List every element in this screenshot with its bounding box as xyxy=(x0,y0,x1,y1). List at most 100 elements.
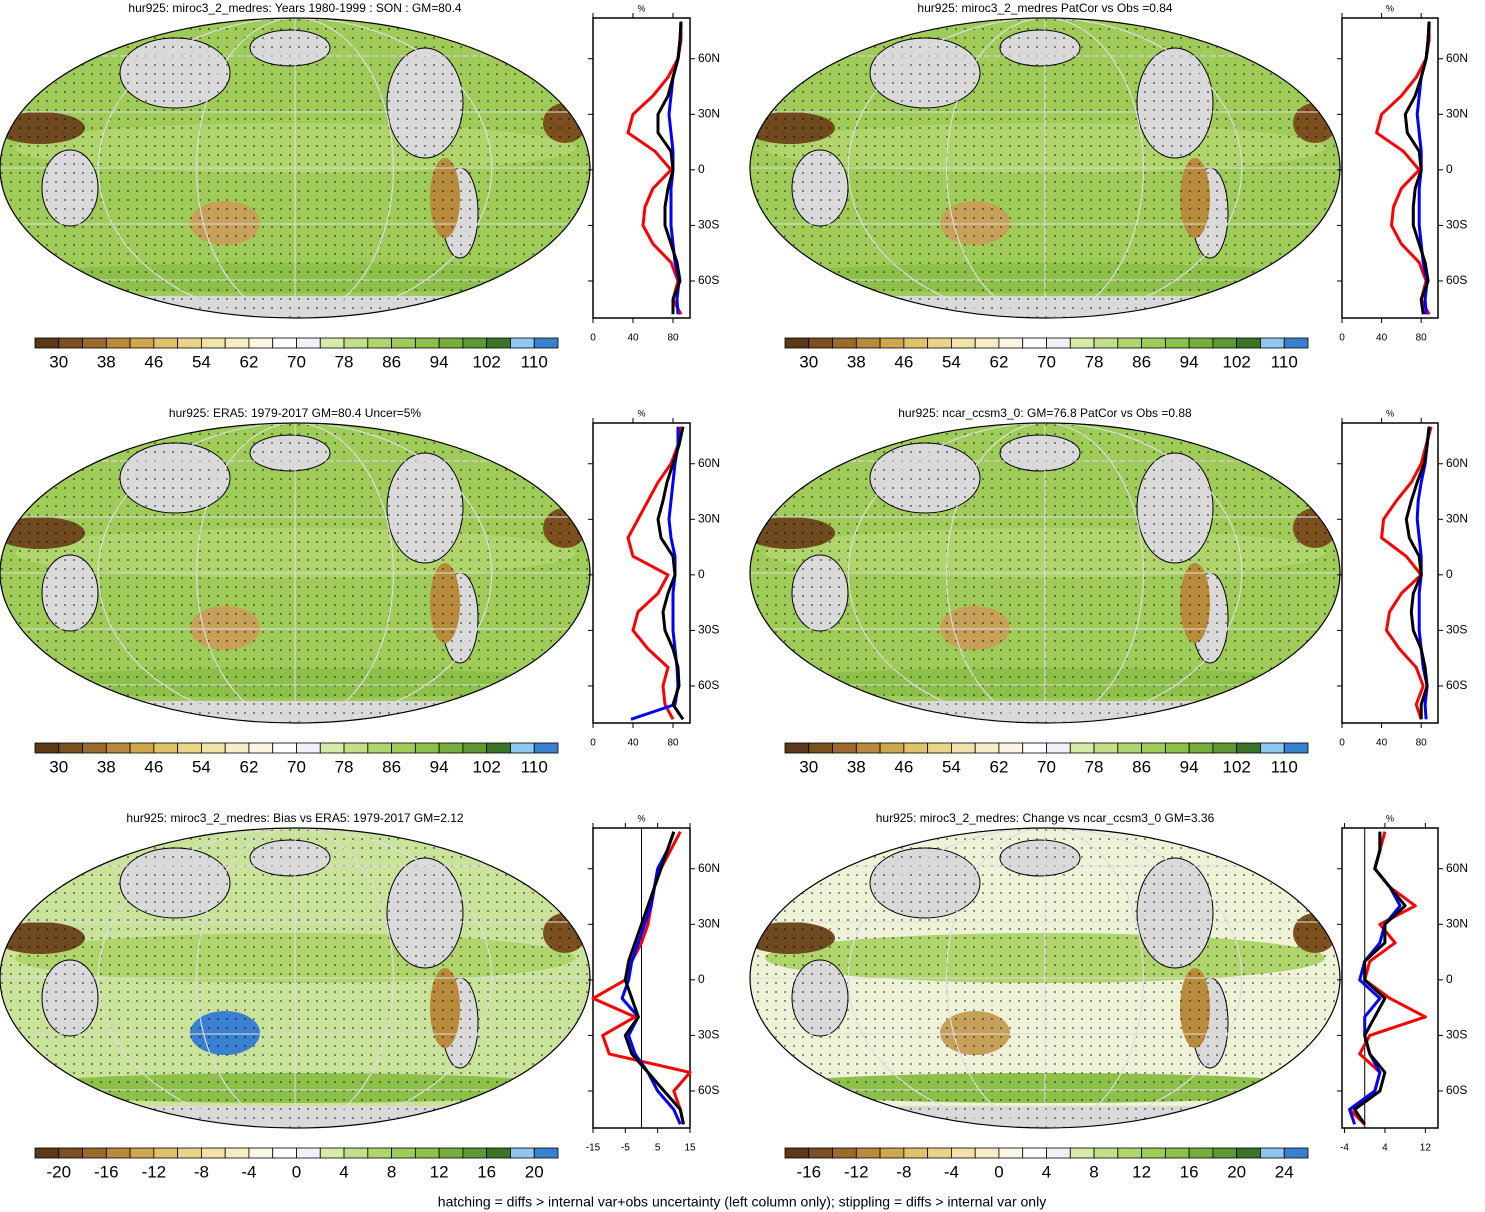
colorbar-box xyxy=(1188,1147,1214,1159)
map-title: hur925: miroc3_2_medres: Years 1980-1999… xyxy=(128,1,462,15)
x-tick-label: 12 xyxy=(1420,1143,1432,1154)
x-tick-label: 4 xyxy=(1382,1143,1388,1154)
colorbar-label: 38 xyxy=(847,352,866,371)
colorbar-box xyxy=(319,337,345,349)
colorbar-box xyxy=(272,742,297,754)
colorbar-box xyxy=(414,1147,440,1159)
colorbar-box xyxy=(201,337,226,349)
y-tick-label: 0 xyxy=(698,162,705,176)
x-axis-label: % xyxy=(637,813,645,823)
map-title: hur925: miroc3_2_medres: Bias vs ERA5: 1… xyxy=(126,811,464,825)
colorbar-label: 86 xyxy=(382,757,401,776)
colorbar-box xyxy=(82,1147,107,1159)
y-tick-label: 60S xyxy=(1446,273,1467,287)
colorbar-box xyxy=(462,337,488,349)
colorbar-label: 20 xyxy=(1227,1162,1246,1181)
colorbar-label: -20 xyxy=(46,1162,71,1181)
plot-frame xyxy=(1341,422,1439,724)
colorbar-box xyxy=(879,337,905,349)
colorbar-box xyxy=(34,337,60,349)
colorbar-label: 62 xyxy=(239,352,258,371)
zonal-mean-line xyxy=(626,21,683,316)
colorbar-label: 70 xyxy=(287,352,306,371)
colorbar-box xyxy=(343,1147,369,1159)
colorbar-label: 12 xyxy=(1132,1162,1151,1181)
colorbar-label: 38 xyxy=(847,757,866,776)
map-outline xyxy=(749,422,1341,724)
plot-frame xyxy=(1341,827,1439,1129)
colorbar-label: 110 xyxy=(521,757,548,776)
x-axis-label: % xyxy=(1386,3,1394,13)
colorbar-label: -8 xyxy=(194,1162,209,1181)
colorbar-box xyxy=(438,742,464,754)
colorbar-label: -4 xyxy=(944,1162,959,1181)
colorbar-box xyxy=(1141,1147,1166,1159)
colorbar-box xyxy=(832,742,857,754)
colorbar-box xyxy=(34,742,60,754)
colorbar-box xyxy=(248,742,274,754)
colorbar-box xyxy=(832,1147,857,1159)
colorbar-box xyxy=(998,742,1024,754)
colorbar-label: 78 xyxy=(1085,352,1104,371)
colorbar-box xyxy=(533,742,559,754)
colorbar-box xyxy=(177,337,202,349)
colorbar-box xyxy=(1260,337,1285,349)
colorbar-label: 4 xyxy=(339,1162,348,1181)
colorbar-label: 78 xyxy=(335,757,354,776)
y-tick-label: 0 xyxy=(698,972,705,986)
colorbar-label: 0 xyxy=(994,1162,1003,1181)
colorbar-label: 70 xyxy=(287,757,306,776)
colorbar-box xyxy=(58,742,83,754)
colorbar-box xyxy=(343,337,369,349)
colorbar-box xyxy=(784,1147,810,1159)
colorbar-box xyxy=(486,742,511,754)
colorbar-box xyxy=(998,1147,1024,1159)
x-tick-label: 0 xyxy=(590,333,596,344)
colorbar-label: -12 xyxy=(844,1162,869,1181)
colorbar-box xyxy=(296,1147,321,1159)
x-axis-label: % xyxy=(637,408,645,418)
colorbar-box xyxy=(1117,742,1142,754)
y-tick-label: 0 xyxy=(698,567,705,581)
colorbar-box xyxy=(1022,742,1047,754)
colorbar-box xyxy=(808,337,833,349)
x-tick-label: 5 xyxy=(655,1143,661,1154)
zonal-mean-line xyxy=(656,426,685,721)
x-tick-label: 0 xyxy=(590,738,596,749)
colorbar-box xyxy=(1283,742,1309,754)
map-body xyxy=(0,18,590,318)
colorbar-label: 70 xyxy=(1037,352,1056,371)
colorbar-box xyxy=(462,1147,488,1159)
zonal-mean-line xyxy=(1403,21,1431,315)
y-tick-label: 60S xyxy=(698,678,719,692)
colorbar-box xyxy=(808,742,833,754)
colorbar-box xyxy=(296,337,321,349)
colorbar-box xyxy=(1046,1147,1071,1159)
colorbar-label: 62 xyxy=(989,352,1008,371)
colorbar-box xyxy=(951,337,976,349)
colorbar-label: 110 xyxy=(521,352,548,371)
colorbar-box xyxy=(438,337,464,349)
x-tick-label: -15 xyxy=(586,1143,601,1154)
colorbar-box xyxy=(1188,337,1214,349)
colorbar-box xyxy=(974,1147,1000,1159)
colorbar-box xyxy=(129,337,155,349)
colorbar-box xyxy=(1022,337,1047,349)
colorbar-box xyxy=(153,337,179,349)
colorbar-label: 30 xyxy=(799,757,818,776)
colorbar-label: 46 xyxy=(894,757,913,776)
colorbar-box xyxy=(1260,742,1285,754)
colorbar-box xyxy=(224,337,250,349)
y-tick-label: 60S xyxy=(698,273,719,287)
colorbar-box xyxy=(177,742,202,754)
x-tick-label: -4 xyxy=(1340,1143,1349,1154)
colorbar-box xyxy=(391,742,416,754)
colorbar-label: 4 xyxy=(1042,1162,1051,1181)
colorbar-box xyxy=(808,1147,833,1159)
colorbar-box xyxy=(998,337,1024,349)
colorbar-label: 94 xyxy=(430,757,449,776)
colorbar-label: 102 xyxy=(1222,757,1250,776)
x-tick-label: 15 xyxy=(684,1143,696,1154)
colorbar-box xyxy=(784,742,810,754)
colorbar-box xyxy=(343,742,369,754)
